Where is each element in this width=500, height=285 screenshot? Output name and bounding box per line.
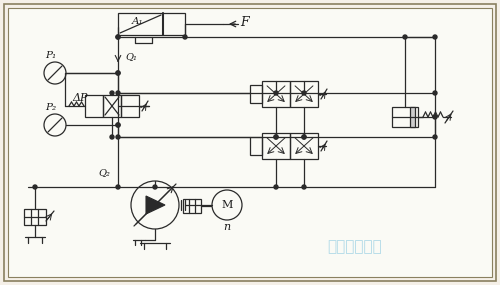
- Bar: [118, 13, 185, 35]
- Circle shape: [116, 123, 120, 127]
- Text: F: F: [240, 15, 250, 28]
- Circle shape: [302, 91, 306, 95]
- Circle shape: [302, 135, 306, 139]
- Circle shape: [302, 135, 306, 139]
- Bar: [410, 107, 415, 127]
- Circle shape: [433, 115, 437, 119]
- Text: Q₁: Q₁: [125, 52, 137, 62]
- Bar: [24, 209, 46, 225]
- Circle shape: [116, 71, 120, 75]
- Bar: [85, 95, 103, 117]
- Bar: [262, 133, 290, 159]
- Bar: [290, 81, 318, 107]
- Circle shape: [302, 185, 306, 189]
- Polygon shape: [146, 196, 165, 214]
- Circle shape: [116, 135, 120, 139]
- Circle shape: [274, 185, 278, 189]
- Circle shape: [116, 35, 120, 39]
- Circle shape: [116, 123, 120, 127]
- Circle shape: [433, 35, 437, 39]
- Circle shape: [274, 135, 278, 139]
- Circle shape: [116, 91, 120, 95]
- Circle shape: [433, 135, 437, 139]
- Bar: [121, 95, 139, 117]
- Circle shape: [116, 185, 120, 189]
- Text: n: n: [224, 222, 230, 232]
- Circle shape: [116, 35, 120, 39]
- Bar: [250, 85, 262, 103]
- Bar: [392, 107, 418, 127]
- Text: 废品回收商网: 废品回收商网: [328, 239, 382, 255]
- Text: P₂: P₂: [46, 103, 56, 113]
- Circle shape: [116, 71, 120, 75]
- Circle shape: [153, 185, 157, 189]
- Circle shape: [183, 35, 187, 39]
- Circle shape: [274, 91, 278, 95]
- Bar: [183, 199, 201, 213]
- Circle shape: [212, 190, 242, 220]
- Bar: [262, 81, 290, 107]
- Circle shape: [110, 135, 114, 139]
- Circle shape: [33, 185, 37, 189]
- Circle shape: [110, 91, 114, 95]
- Bar: [250, 137, 262, 155]
- Text: A₁: A₁: [132, 17, 144, 27]
- Circle shape: [433, 91, 437, 95]
- Text: ΔP: ΔP: [72, 93, 88, 103]
- Circle shape: [403, 35, 407, 39]
- Text: Q₂: Q₂: [98, 168, 110, 178]
- Bar: [290, 133, 318, 159]
- Circle shape: [274, 135, 278, 139]
- Bar: [103, 95, 121, 117]
- Text: M: M: [222, 200, 232, 210]
- Text: P₁: P₁: [46, 52, 56, 60]
